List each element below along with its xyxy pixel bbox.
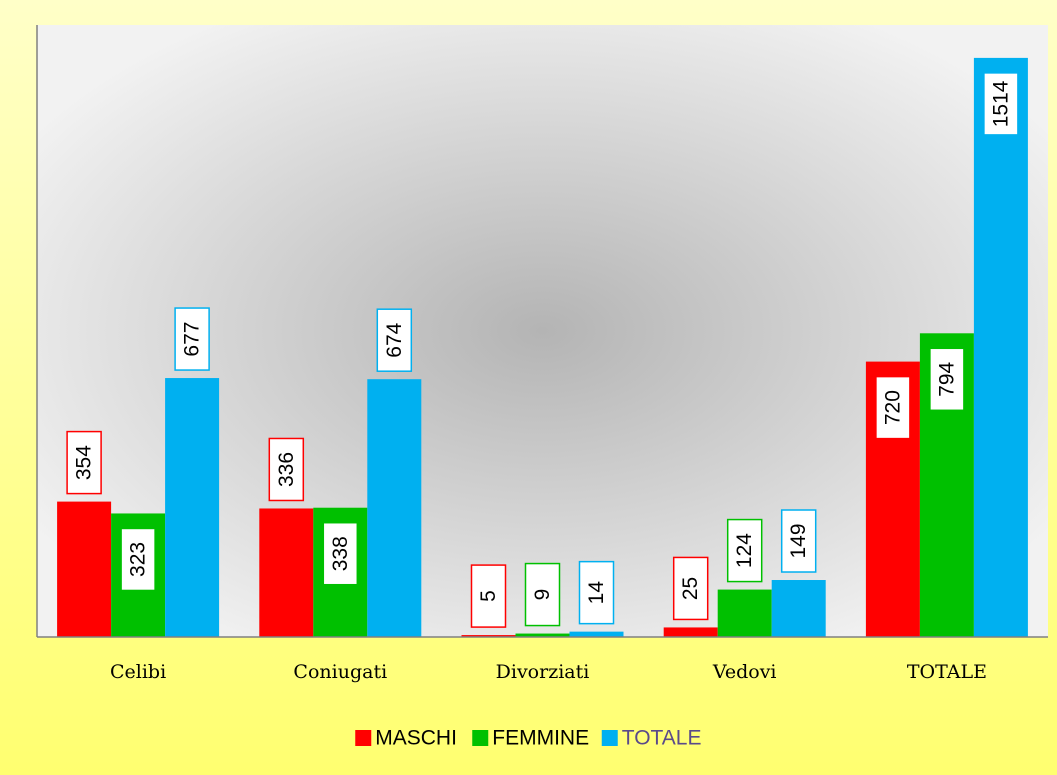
data-label: 25	[679, 577, 702, 600]
data-label: 1514	[989, 80, 1012, 127]
legend-swatch	[601, 730, 618, 746]
data-label: 124	[733, 533, 756, 568]
data-label: 677	[181, 322, 204, 357]
x-tick-label: Celibi	[110, 661, 166, 683]
data-label: 674	[383, 322, 406, 357]
data-label-box	[929, 347, 965, 412]
data-label-box	[470, 564, 507, 628]
legend-swatch	[355, 730, 372, 746]
bar	[973, 57, 1028, 637]
bar	[515, 633, 570, 637]
data-label-box	[120, 527, 156, 592]
data-label-box	[983, 72, 1019, 136]
data-label-box	[780, 509, 817, 573]
data-label: 354	[73, 445, 96, 480]
data-label: 149	[787, 523, 810, 558]
data-label: 9	[531, 589, 554, 601]
bar	[259, 508, 314, 637]
bar	[165, 378, 220, 637]
legend-label: FEMMINE	[492, 727, 589, 750]
data-label-box	[672, 556, 709, 621]
data-label: 14	[585, 581, 608, 605]
legend-swatch	[472, 730, 489, 746]
x-tick-label: Divorziati	[496, 661, 590, 683]
x-tick-label: Vedovi	[712, 661, 777, 683]
bar	[461, 635, 516, 637]
data-label-box	[268, 437, 305, 502]
bar	[771, 580, 826, 637]
data-label-box	[578, 560, 615, 625]
bar	[57, 501, 112, 637]
bar	[717, 589, 772, 637]
x-tick-label: TOTALE	[907, 661, 987, 683]
data-label-box	[875, 375, 911, 440]
data-label: 5	[477, 590, 500, 602]
data-label-box	[174, 307, 210, 371]
marks: 354 323 677 336 338 674 5 9 14 25 124 149 720 794 1514	[57, 57, 1028, 637]
data-label: 338	[329, 536, 352, 571]
data-label-box	[66, 430, 102, 495]
data-label: 336	[275, 452, 298, 487]
data-label-box	[322, 521, 359, 586]
data-label: 323	[127, 542, 150, 577]
bar	[367, 379, 422, 637]
x-tick-label: Coniugati	[293, 661, 387, 683]
legend-label: MASCHI	[375, 727, 457, 750]
legend-label: TOTALE	[622, 727, 702, 750]
data-label-box	[376, 308, 413, 372]
data-label-box	[726, 518, 763, 583]
data-label: 720	[881, 390, 904, 425]
bar	[569, 631, 624, 637]
bar	[663, 627, 718, 637]
data-label: 794	[935, 361, 958, 396]
data-label-box	[524, 562, 561, 627]
